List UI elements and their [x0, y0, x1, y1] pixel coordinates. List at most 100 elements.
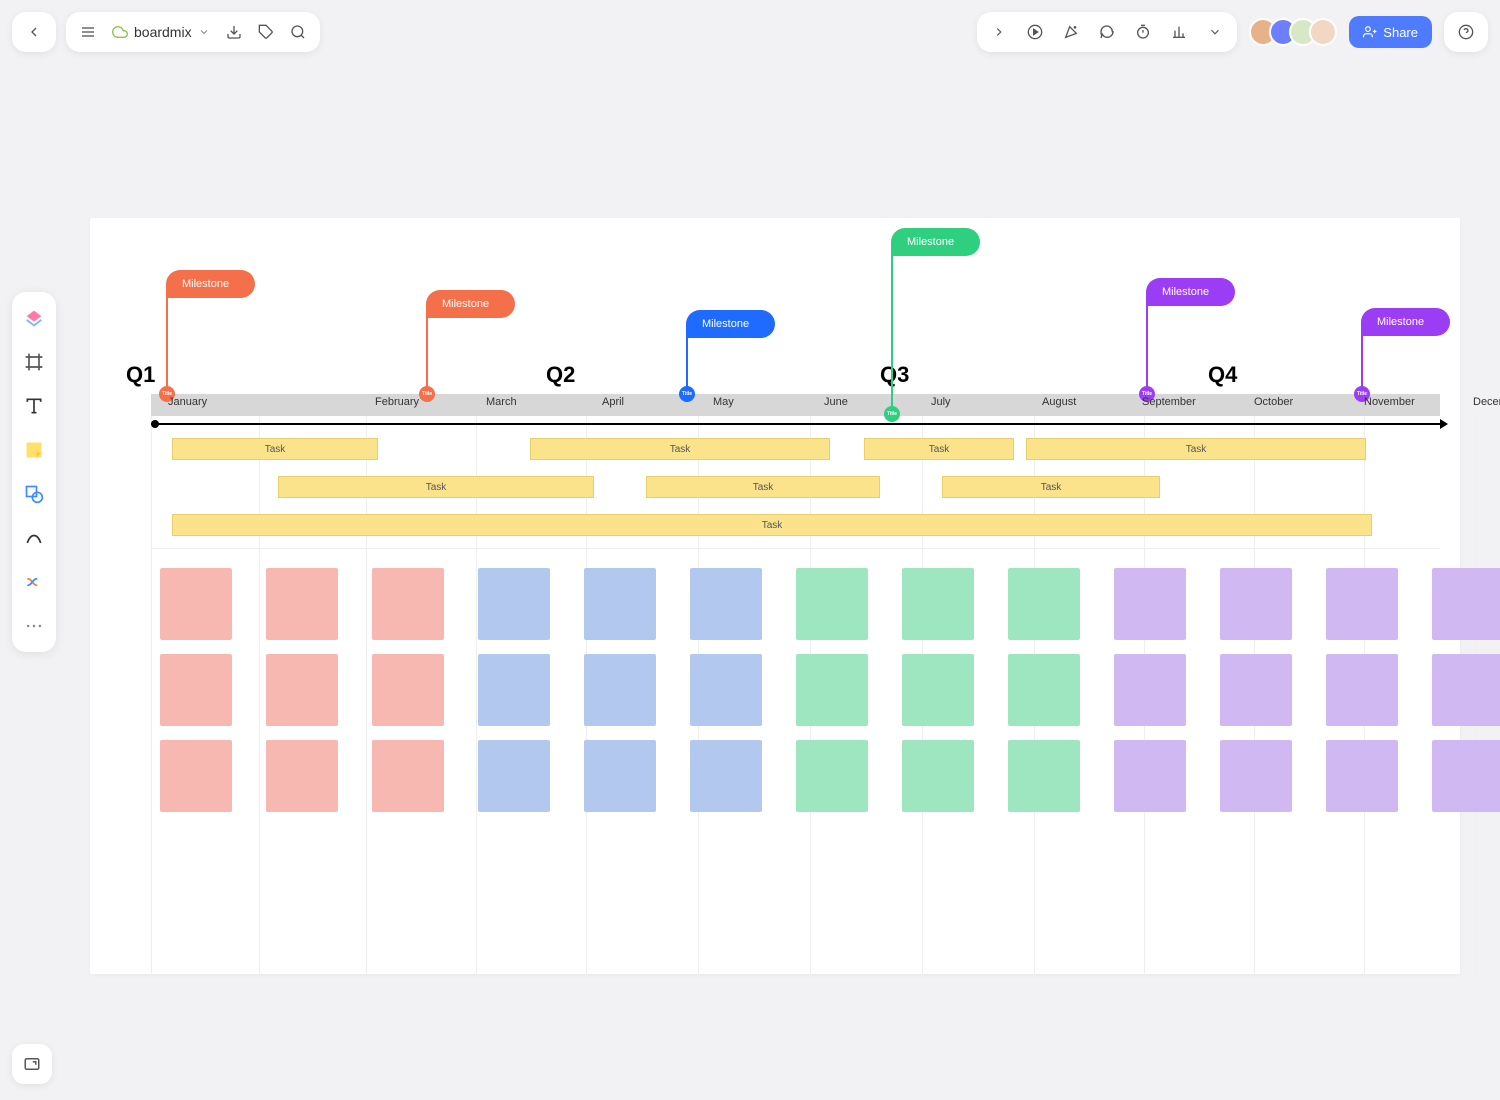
note-card[interactable] — [902, 740, 974, 812]
minimap-button[interactable] — [12, 1044, 52, 1084]
sticky-note-button[interactable] — [18, 434, 50, 466]
note-card[interactable] — [1220, 568, 1292, 640]
note-card[interactable] — [1220, 654, 1292, 726]
tag-button[interactable] — [250, 16, 282, 48]
more-button[interactable] — [18, 610, 50, 642]
help-button[interactable] — [1450, 16, 1482, 48]
note-card[interactable] — [478, 740, 550, 812]
note-card[interactable] — [372, 654, 444, 726]
task-bar[interactable]: Task — [864, 438, 1014, 460]
note-card[interactable] — [690, 740, 762, 812]
note-card[interactable] — [1114, 654, 1186, 726]
grid-line — [366, 416, 367, 974]
milestone-flag[interactable]: MilestoneTitle — [1146, 278, 1235, 306]
line-button[interactable] — [18, 522, 50, 554]
note-card[interactable] — [796, 740, 868, 812]
note-card[interactable] — [1008, 654, 1080, 726]
note-card[interactable] — [1432, 740, 1500, 812]
action-group — [977, 12, 1237, 52]
task-bar[interactable]: Task — [172, 514, 1372, 536]
grid-line — [259, 416, 260, 974]
share-button[interactable]: Share — [1349, 16, 1432, 48]
milestone-label: Milestone — [686, 310, 775, 338]
menu-button[interactable] — [72, 16, 104, 48]
note-card[interactable] — [1114, 568, 1186, 640]
avatar-stack[interactable] — [1249, 18, 1337, 46]
file-group: boardmix — [66, 12, 320, 52]
month-strip — [151, 394, 1440, 416]
month-label: May — [713, 396, 734, 408]
note-card[interactable] — [160, 740, 232, 812]
timeline: JanuaryFebruaryMarchAprilMayJuneJulyAugu… — [126, 218, 1440, 974]
note-card[interactable] — [266, 654, 338, 726]
search-button[interactable] — [282, 16, 314, 48]
note-card[interactable] — [372, 568, 444, 640]
milestone-flag[interactable]: MilestoneTitle — [686, 310, 775, 338]
note-card[interactable] — [1114, 740, 1186, 812]
note-card[interactable] — [1326, 568, 1398, 640]
note-card[interactable] — [266, 568, 338, 640]
canvas[interactable]: JanuaryFebruaryMarchAprilMayJuneJulyAugu… — [90, 218, 1460, 974]
milestone-label: Milestone — [891, 228, 980, 256]
milestone-dot[interactable]: Title — [884, 406, 900, 422]
note-card[interactable] — [266, 740, 338, 812]
note-card[interactable] — [1008, 568, 1080, 640]
confetti-button[interactable] — [1055, 16, 1087, 48]
note-card[interactable] — [160, 568, 232, 640]
note-card[interactable] — [690, 654, 762, 726]
avatar[interactable] — [1309, 18, 1337, 46]
task-bar[interactable]: Task — [1026, 438, 1366, 460]
text-button[interactable] — [18, 390, 50, 422]
milestone-label: Milestone — [1146, 278, 1235, 306]
month-label: September — [1142, 396, 1196, 408]
quarter-label: Q1 — [126, 362, 155, 388]
play-button[interactable] — [1019, 16, 1051, 48]
download-button[interactable] — [218, 16, 250, 48]
milestone-label: Milestone — [1361, 308, 1450, 336]
milestone-flag[interactable]: MilestoneTitle — [1361, 308, 1450, 336]
note-card[interactable] — [160, 654, 232, 726]
connector-button[interactable] — [18, 566, 50, 598]
top-right-toolbar: Share — [977, 12, 1488, 52]
task-bar[interactable]: Task — [172, 438, 378, 460]
milestone-flag[interactable]: MilestoneTitle — [891, 228, 980, 256]
note-card[interactable] — [1326, 654, 1398, 726]
task-bar[interactable]: Task — [278, 476, 594, 498]
task-bar[interactable]: Task — [530, 438, 830, 460]
note-card[interactable] — [902, 654, 974, 726]
note-card[interactable] — [584, 740, 656, 812]
note-card[interactable] — [796, 568, 868, 640]
frame-button[interactable] — [18, 346, 50, 378]
note-card[interactable] — [1008, 740, 1080, 812]
task-bar[interactable]: Task — [646, 476, 880, 498]
back-button[interactable] — [18, 16, 50, 48]
expand-button[interactable] — [983, 16, 1015, 48]
note-card[interactable] — [1432, 568, 1500, 640]
note-card[interactable] — [796, 654, 868, 726]
shape-button[interactable] — [18, 478, 50, 510]
brand[interactable]: boardmix — [104, 24, 218, 40]
note-card[interactable] — [478, 568, 550, 640]
more-tools-button[interactable] — [1199, 16, 1231, 48]
note-card[interactable] — [478, 654, 550, 726]
task-bar[interactable]: Task — [942, 476, 1160, 498]
chart-button[interactable] — [1163, 16, 1195, 48]
note-card[interactable] — [690, 568, 762, 640]
templates-button[interactable] — [18, 302, 50, 334]
milestone-flag[interactable]: MilestoneTitle — [426, 290, 515, 318]
milestone-flag[interactable]: MilestoneTitle — [166, 270, 255, 298]
help-group — [1444, 12, 1488, 52]
milestone-dot[interactable]: Title — [419, 386, 435, 402]
note-card[interactable] — [372, 740, 444, 812]
cloud-icon — [112, 24, 128, 40]
milestone-dot[interactable]: Title — [679, 386, 695, 402]
note-card[interactable] — [584, 568, 656, 640]
comment-button[interactable] — [1091, 16, 1123, 48]
note-card[interactable] — [1220, 740, 1292, 812]
note-card[interactable] — [584, 654, 656, 726]
note-card[interactable] — [1326, 740, 1398, 812]
note-card[interactable] — [1432, 654, 1500, 726]
grid-line — [151, 416, 152, 974]
note-card[interactable] — [902, 568, 974, 640]
timer-button[interactable] — [1127, 16, 1159, 48]
